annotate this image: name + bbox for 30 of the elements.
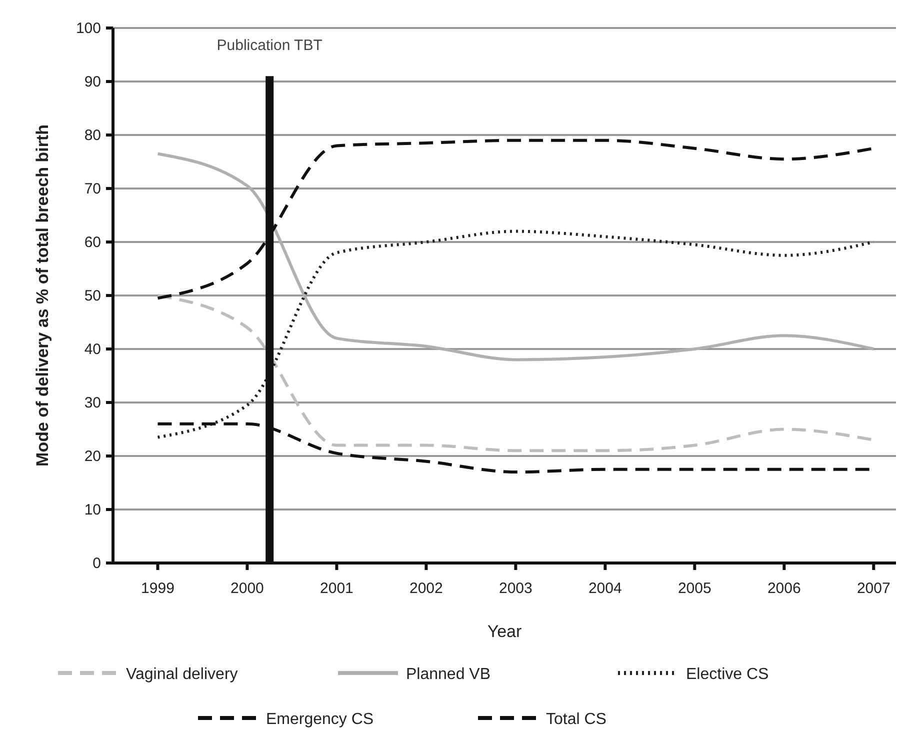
legend-label: Elective CS [686,666,769,683]
x-tick-label: 2007 [856,580,890,597]
legend-label: Emergency CS [266,711,374,728]
x-tick-label: 2000 [230,580,264,597]
x-tick-label: 2001 [320,580,354,597]
y-tick-label: 10 [84,502,101,518]
y-tick-label: 60 [84,234,101,251]
y-tick-label: 40 [84,341,101,358]
x-tick-label: 1999 [141,580,174,597]
ref-line-label: Publication TBT [216,37,322,54]
x-tick-label: 2005 [678,580,712,597]
y-tick-label: 20 [84,448,101,465]
x-tick-label: 2003 [499,580,532,597]
y-tick-label: 70 [84,180,101,198]
legend-label: Total CS [546,711,606,728]
x-tick-label: 2002 [410,580,443,597]
y-tick-label: 100 [76,20,101,37]
x-axis-title: Year [487,622,522,641]
y-tick-label: 80 [84,127,101,144]
x-tick-label: 2004 [588,580,622,597]
line-series [156,152,876,362]
y-tick-label: 90 [84,74,101,90]
y-tick-label: 30 [84,394,101,412]
x-tick-label: 2006 [767,580,801,597]
y-axis-title: Mode of delivery as % of total breech birth [33,124,52,466]
y-tick-label: 50 [84,288,101,304]
legend-label: Planned VB [406,666,491,683]
y-tick-label: 0 [92,555,101,572]
line-series [156,230,876,439]
legend-label: Vaginal delivery [126,666,238,683]
